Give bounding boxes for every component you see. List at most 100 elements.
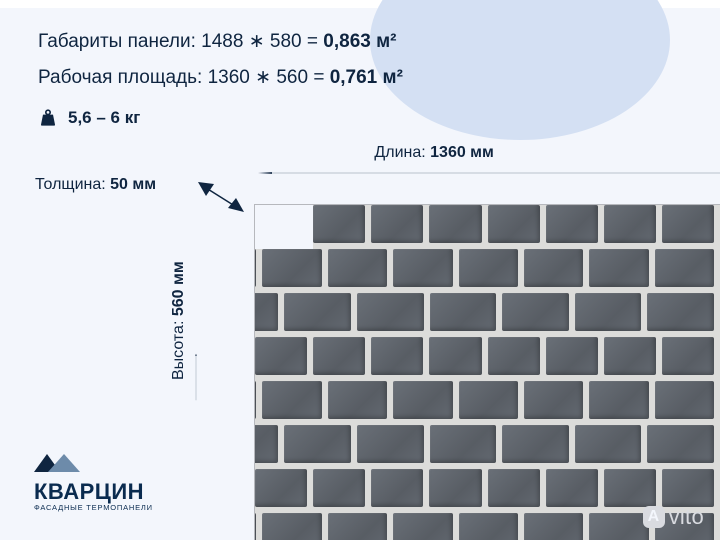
brick — [662, 205, 714, 243]
brick-panel — [254, 204, 720, 540]
brick — [459, 513, 518, 540]
brick — [647, 425, 714, 463]
brick — [313, 205, 365, 243]
logo-mountain-icon — [34, 454, 84, 472]
thickness-arrow — [198, 178, 258, 218]
length-label-text: Длина: — [374, 144, 425, 161]
weight-icon — [38, 108, 58, 128]
brick — [262, 513, 321, 540]
panel-notch — [255, 205, 313, 249]
brick — [393, 249, 452, 287]
brick-row — [254, 381, 720, 419]
height-arrow — [195, 214, 197, 540]
brick — [328, 381, 387, 419]
brick — [328, 513, 387, 540]
brick — [429, 337, 481, 375]
brick — [313, 469, 365, 507]
length-arrow — [258, 172, 720, 174]
brick-row — [255, 337, 720, 375]
brick — [393, 513, 452, 540]
brick — [459, 249, 518, 287]
watermark-text: vito — [669, 504, 704, 530]
brick — [429, 469, 481, 507]
brick — [430, 425, 497, 463]
spec-overall-dims: 1488 ∗ 580 — [201, 31, 301, 52]
brick — [662, 469, 714, 507]
brick — [284, 425, 351, 463]
brick — [655, 381, 714, 419]
brick — [254, 249, 256, 287]
spec-working: Рабочая площадь: 1360 ∗ 560 = 0,761 м² — [38, 60, 403, 96]
brick — [502, 425, 569, 463]
brick — [371, 337, 423, 375]
length-label: Длина: 1360 мм — [374, 144, 493, 162]
brick — [589, 513, 648, 540]
logo-subtitle: ФАСАДНЫЕ ТЕРМОПАНЕЛИ — [34, 503, 153, 512]
brick — [546, 469, 598, 507]
brick — [371, 205, 423, 243]
brick — [502, 293, 569, 331]
thickness-value: 50 мм — [110, 176, 156, 193]
height-value: 560 мм — [170, 261, 187, 316]
brick — [313, 337, 365, 375]
brick-row — [255, 469, 720, 507]
logo-name: КВАРЦИН — [34, 479, 153, 505]
brick — [262, 249, 321, 287]
background-cloud — [370, 0, 670, 140]
height-label: Высота: 560 мм — [170, 261, 188, 380]
spec-weight: 5,6 – 6 кг — [38, 102, 403, 134]
brick — [575, 293, 642, 331]
spec-overall-result: 0,863 м² — [323, 31, 396, 52]
brick — [604, 205, 656, 243]
brick — [546, 337, 598, 375]
brick — [589, 249, 648, 287]
brick — [589, 381, 648, 419]
height-label-text: Высота: — [170, 321, 187, 380]
brick — [262, 381, 321, 419]
brick — [284, 293, 351, 331]
brick — [488, 337, 540, 375]
watermark-initial: A — [643, 506, 665, 528]
brand-logo: КВАРЦИН ФАСАДНЫЕ ТЕРМОПАНЕЛИ — [34, 454, 153, 512]
length-value: 1360 мм — [430, 144, 494, 161]
brick-row — [254, 249, 720, 287]
eq: = — [313, 67, 329, 88]
brick — [255, 469, 307, 507]
brick — [254, 381, 256, 419]
brick-row — [254, 293, 720, 331]
brick — [393, 381, 452, 419]
thickness-label: Толщина: 50 мм — [35, 176, 156, 194]
brick — [357, 425, 424, 463]
brick — [255, 337, 307, 375]
brick — [254, 293, 278, 331]
brick-row — [254, 425, 720, 463]
brick — [524, 513, 583, 540]
brick — [604, 469, 656, 507]
eq: = — [307, 31, 323, 52]
specs-block: Габариты панели: 1488 ∗ 580 = 0,863 м² Р… — [38, 24, 403, 134]
brick — [357, 293, 424, 331]
brick — [488, 205, 540, 243]
spec-working-result: 0,761 м² — [330, 67, 403, 88]
brick — [647, 293, 714, 331]
brick — [459, 381, 518, 419]
brick — [524, 249, 583, 287]
thickness-label-text: Толщина: — [35, 176, 106, 193]
brick — [328, 249, 387, 287]
brick — [655, 249, 714, 287]
brick — [254, 513, 256, 540]
spec-overall-label: Габариты панели: — [38, 31, 196, 52]
spec-overall: Габариты панели: 1488 ∗ 580 = 0,863 м² — [38, 24, 403, 60]
brick — [575, 425, 642, 463]
brick — [604, 337, 656, 375]
brick — [429, 205, 481, 243]
watermark: A vito — [643, 504, 704, 530]
brick — [662, 337, 714, 375]
spec-weight-value: 5,6 – 6 кг — [68, 102, 140, 134]
spec-working-dims: 1360 ∗ 560 — [208, 67, 308, 88]
brick-row — [255, 205, 720, 243]
spec-working-label: Рабочая площадь: — [38, 67, 202, 88]
brick — [524, 381, 583, 419]
brick — [488, 469, 540, 507]
brick — [254, 425, 278, 463]
